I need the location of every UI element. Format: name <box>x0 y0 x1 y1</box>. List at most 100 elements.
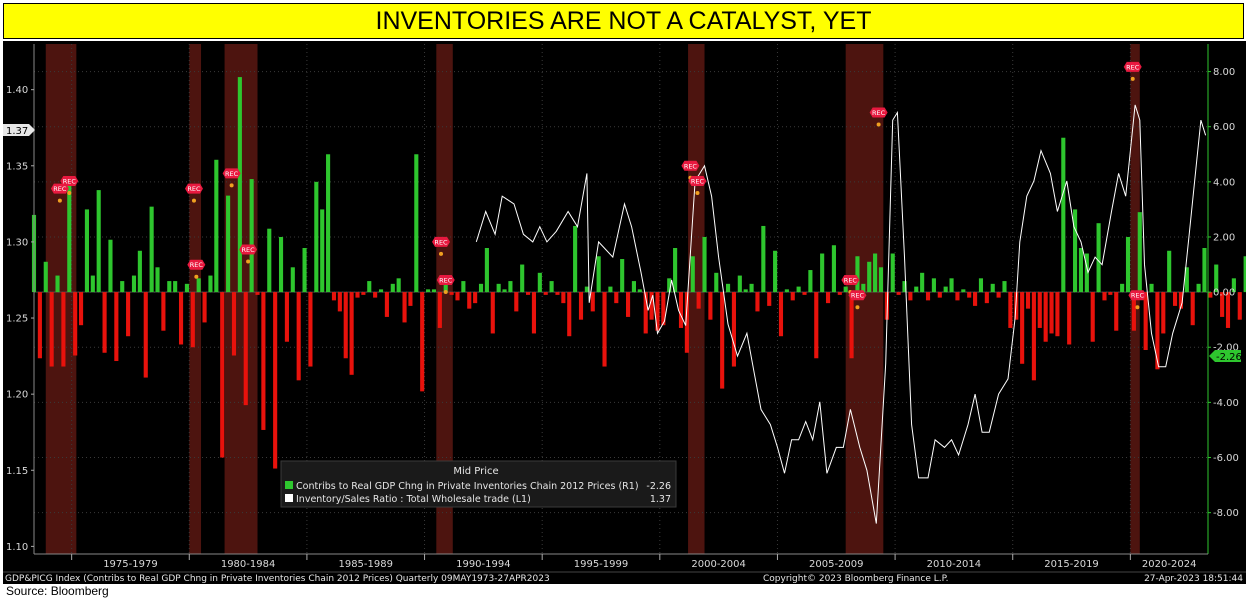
data-bar <box>108 239 113 293</box>
last-value-tag-left: 1.37 <box>3 124 35 137</box>
recession-marker: REC <box>869 107 888 127</box>
data-bar <box>326 154 331 293</box>
data-bar <box>861 283 866 293</box>
data-bar <box>725 283 731 293</box>
legend-value-line: 1.37 <box>650 494 671 505</box>
data-bar <box>531 292 537 334</box>
legend-value-bars: -2.26 <box>646 481 671 492</box>
data-bar <box>908 292 913 301</box>
x-axis-tick-label: 1990-1994 <box>456 559 511 570</box>
data-bar <box>1043 292 1048 342</box>
data-bar <box>761 225 766 293</box>
recession-flag-label: REC <box>1131 292 1145 300</box>
data-bar <box>520 264 525 293</box>
data-bar <box>114 292 119 362</box>
recession-marker: REC <box>1123 61 1142 81</box>
recession-dot <box>191 198 196 203</box>
data-bar <box>137 250 142 293</box>
right-axis-tick-label: -2.00 <box>1213 343 1239 354</box>
data-bar <box>567 292 572 337</box>
data-bar <box>1002 281 1007 293</box>
data-bar <box>873 253 878 293</box>
data-bar <box>661 292 666 326</box>
axes-layer: 1.10 1.15 1.20 1.25 1.30 1.35 1.40 -8.00 -6.00 -4… <box>3 44 1246 573</box>
data-bar <box>1025 292 1031 309</box>
data-bar <box>273 292 278 469</box>
data-bar <box>708 292 713 320</box>
data-bar <box>1049 292 1054 334</box>
recession-dot <box>695 191 700 196</box>
data-bar <box>514 292 519 312</box>
data-bar <box>302 248 307 293</box>
recession-flag-label: REC <box>63 178 77 186</box>
data-bar <box>808 270 813 293</box>
data-bar <box>1237 292 1242 320</box>
data-bar <box>631 281 636 293</box>
right-axis-tick-label: -6.00 <box>1213 453 1239 464</box>
recession-flag-label: REC <box>844 276 858 284</box>
data-bar <box>184 283 189 293</box>
recession-dot <box>439 251 444 256</box>
data-bar <box>961 289 966 293</box>
legend-swatch-line <box>285 494 293 502</box>
data-bar <box>1167 250 1172 293</box>
data-bar <box>408 292 413 306</box>
x-axis-tick-label: 2010-2014 <box>927 559 982 570</box>
data-bar <box>1184 267 1189 293</box>
data-bar <box>702 236 707 293</box>
x-axis-tick-label: 1975-1979 <box>103 559 158 570</box>
x-axis-tick-label: 1985-1989 <box>338 559 393 570</box>
data-bar <box>61 292 66 367</box>
data-bar <box>978 278 984 293</box>
data-bar <box>637 289 642 293</box>
data-bar <box>449 292 454 295</box>
data-bar <box>596 256 601 293</box>
data-bar <box>267 228 272 293</box>
data-bar <box>743 289 748 293</box>
data-bar <box>255 292 260 295</box>
right-axis-tick-label: 0.00 <box>1213 288 1235 299</box>
data-bar <box>37 292 42 359</box>
data-bar <box>202 292 207 323</box>
data-bar <box>214 159 219 293</box>
recession-flag-label: REC <box>851 292 865 300</box>
data-bar <box>367 281 372 293</box>
data-bar <box>590 292 595 312</box>
data-bar <box>955 292 960 301</box>
data-bar <box>996 292 1001 298</box>
data-bar <box>625 292 631 317</box>
recession-band <box>436 44 453 554</box>
recession-flag <box>432 236 451 247</box>
data-bar <box>831 245 836 293</box>
data-bar <box>890 253 895 293</box>
data-bar <box>43 261 48 293</box>
data-bar <box>1231 278 1236 293</box>
data-bar <box>49 292 54 367</box>
recession-flag <box>60 176 79 187</box>
data-bar <box>737 275 742 293</box>
data-bar <box>1161 292 1166 334</box>
inventory-sales-ratio-line <box>475 104 1207 524</box>
recession-marker: REC <box>60 176 79 196</box>
data-bar <box>555 292 560 295</box>
data-bar <box>308 292 313 367</box>
recession-marker: REC <box>239 244 258 264</box>
data-bar <box>925 292 931 301</box>
data-bar <box>473 292 478 304</box>
right-axis-tick-label: -4.00 <box>1213 398 1239 409</box>
data-bar <box>1208 292 1213 298</box>
data-bar <box>655 292 660 331</box>
recession-flag-label: REC <box>53 185 67 193</box>
recession-marker: REC <box>187 259 206 279</box>
last-value-right: -2.26 <box>1216 352 1242 363</box>
data-bar <box>649 292 654 320</box>
data-bar <box>361 292 366 295</box>
right-axis-tick-label: -8.00 <box>1213 508 1239 519</box>
data-bar <box>1196 283 1201 293</box>
data-bar <box>1067 292 1072 345</box>
x-axis-tick-label: 1980-1984 <box>221 559 276 570</box>
data-bar <box>920 272 925 293</box>
left-axis-tick-label: 1.35 <box>6 161 28 172</box>
data-bar <box>478 283 484 293</box>
data-bar <box>373 292 378 298</box>
